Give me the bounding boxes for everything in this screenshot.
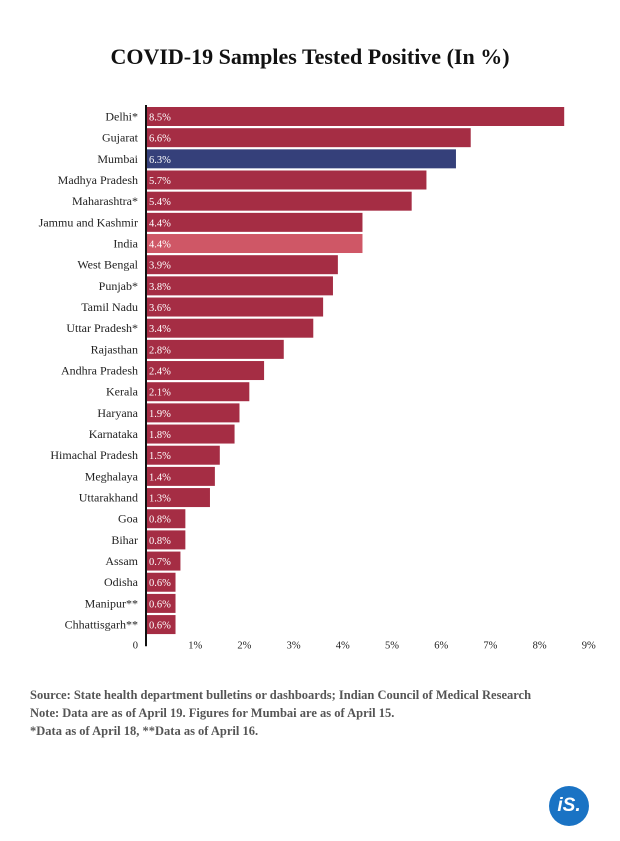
bar bbox=[146, 382, 250, 402]
data-label: 1.4% bbox=[149, 472, 171, 483]
bar bbox=[146, 509, 186, 529]
bar bbox=[146, 255, 338, 275]
bar bbox=[146, 339, 284, 359]
data-label: 0.6% bbox=[149, 599, 171, 610]
category-label: Uttarakhand bbox=[79, 491, 138, 505]
data-label: 0.6% bbox=[149, 578, 171, 589]
bar bbox=[146, 530, 186, 550]
data-label: 4.4% bbox=[149, 218, 171, 229]
bar bbox=[146, 170, 427, 190]
footnote: *Data as of April 18, **Data as of April… bbox=[30, 724, 259, 738]
x-tick-label: 0 bbox=[133, 640, 138, 651]
data-label: 3.9% bbox=[149, 261, 171, 272]
category-label: Punjab* bbox=[99, 279, 138, 293]
x-tick-label: 1% bbox=[188, 640, 202, 651]
data-label: 0.8% bbox=[149, 536, 171, 547]
data-label: 5.7% bbox=[149, 176, 171, 187]
data-label: 4.4% bbox=[149, 240, 171, 251]
source-note: Source: State health department bulletin… bbox=[30, 688, 532, 702]
data-note: Note: Data are as of April 19. Figures f… bbox=[30, 706, 395, 720]
category-label: Karnataka bbox=[89, 427, 139, 441]
data-label: 0.6% bbox=[149, 621, 171, 632]
bar bbox=[146, 424, 235, 444]
category-label: Kerala bbox=[106, 385, 139, 399]
bar bbox=[146, 107, 565, 126]
x-tick-label: 2% bbox=[237, 640, 251, 651]
category-label: Assam bbox=[105, 554, 138, 568]
data-label: 1.5% bbox=[149, 451, 171, 462]
data-label: 6.3% bbox=[149, 155, 171, 166]
x-tick-label: 9% bbox=[582, 640, 596, 651]
bar bbox=[146, 212, 363, 232]
category-label: Andhra Pradesh bbox=[61, 364, 138, 378]
category-label: Bihar bbox=[111, 533, 138, 547]
brand-logo[interactable]: iS. bbox=[549, 786, 589, 826]
bar bbox=[146, 361, 265, 381]
data-label: 0.8% bbox=[149, 515, 171, 526]
bar bbox=[146, 403, 240, 423]
x-tick-label: 3% bbox=[287, 640, 301, 651]
data-label: 6.6% bbox=[149, 134, 171, 145]
bar bbox=[146, 488, 210, 508]
category-label: Himachal Pradesh bbox=[50, 448, 138, 462]
category-label: India bbox=[113, 237, 138, 251]
bar bbox=[146, 191, 412, 211]
bar bbox=[146, 276, 333, 296]
category-label: Mumbai bbox=[97, 152, 138, 166]
data-label: 8.5% bbox=[149, 113, 171, 124]
chart-footer: Source: State health department bulletin… bbox=[30, 686, 590, 740]
bar bbox=[146, 128, 471, 148]
bar bbox=[146, 297, 324, 317]
bar bbox=[146, 445, 220, 465]
category-label: Delhi* bbox=[105, 110, 138, 124]
data-label: 2.4% bbox=[149, 367, 171, 378]
category-label: Odisha bbox=[104, 575, 139, 589]
x-tick-label: 6% bbox=[434, 640, 448, 651]
x-tick-label: 8% bbox=[533, 640, 547, 651]
data-label: 2.1% bbox=[149, 388, 171, 399]
data-label: 3.8% bbox=[149, 282, 171, 293]
bar bbox=[146, 593, 176, 613]
x-tick-label: 5% bbox=[385, 640, 399, 651]
bar-chart: Delhi* 8.5% Gujarat 6.6% Mumbai 6.3% Madhya Pr… bbox=[39, 105, 596, 651]
data-label: 1.8% bbox=[149, 430, 171, 441]
category-label: Jammu and Kashmir bbox=[39, 215, 138, 229]
category-label: Goa bbox=[118, 512, 139, 526]
bar bbox=[146, 466, 215, 486]
category-label: Haryana bbox=[97, 406, 138, 420]
category-label: Tamil Nadu bbox=[81, 300, 138, 314]
data-label: 0.7% bbox=[149, 557, 171, 568]
bar bbox=[146, 318, 314, 338]
category-label: Uttar Pradesh* bbox=[66, 321, 138, 335]
category-label: Manipur** bbox=[85, 596, 138, 610]
bar bbox=[146, 149, 456, 169]
bar bbox=[146, 551, 181, 571]
x-tick-label: 7% bbox=[483, 640, 497, 651]
data-label: 2.8% bbox=[149, 345, 171, 356]
bar bbox=[146, 234, 363, 254]
chart-title: COVID-19 Samples Tested Positive (In %) bbox=[110, 44, 510, 69]
category-label: Meghalaya bbox=[85, 469, 139, 483]
data-label: 1.3% bbox=[149, 494, 171, 505]
data-label: 5.4% bbox=[149, 197, 171, 208]
data-label: 3.4% bbox=[149, 324, 171, 335]
category-label: Chhattisgarh** bbox=[65, 618, 138, 632]
category-label: West Bengal bbox=[77, 258, 138, 272]
data-label: 1.9% bbox=[149, 409, 171, 420]
data-label: 3.6% bbox=[149, 303, 171, 314]
x-tick-label: 4% bbox=[336, 640, 350, 651]
category-label: Madhya Pradesh bbox=[58, 173, 138, 187]
bar bbox=[146, 615, 176, 635]
bar bbox=[146, 572, 176, 592]
category-label: Gujarat bbox=[102, 131, 139, 145]
category-label: Rajasthan bbox=[91, 342, 138, 356]
category-label: Maharashtra* bbox=[72, 194, 138, 208]
